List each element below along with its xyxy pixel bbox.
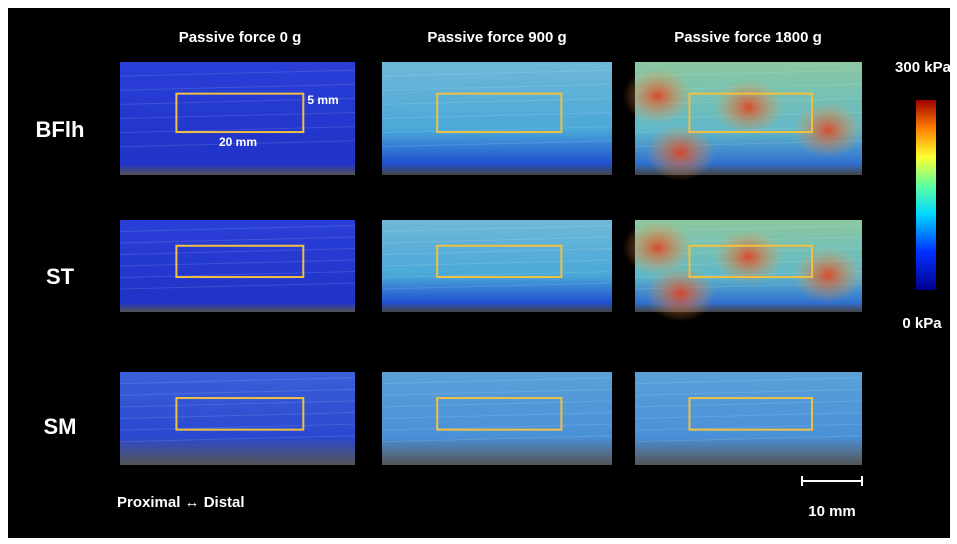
elastography-image xyxy=(382,62,612,175)
column-header: Passive force 1800 g xyxy=(674,29,822,46)
stiff-region xyxy=(645,266,715,322)
stiff-region xyxy=(714,79,784,135)
row-label: BFlh xyxy=(36,117,85,142)
elastography-image xyxy=(120,62,355,175)
row-label: ST xyxy=(46,264,75,289)
thickness-label: 5 mm xyxy=(307,93,338,107)
elastography-image xyxy=(635,372,862,465)
stiff-region xyxy=(623,68,693,124)
length-label: 20 mm xyxy=(219,135,257,149)
stiff-region xyxy=(793,247,863,303)
colorbar-max-label: 300 kPa xyxy=(895,59,952,76)
elastography-image xyxy=(382,372,612,465)
elastography-image xyxy=(120,220,355,312)
colorbar xyxy=(916,100,936,290)
elastography-image xyxy=(382,220,612,312)
row-label: SM xyxy=(44,414,77,439)
scale-bar-label: 10 mm xyxy=(808,503,856,520)
stiff-region xyxy=(793,102,863,158)
orientation-label: Proximal ↔ Distal xyxy=(117,494,245,511)
colorbar-min-label: 0 kPa xyxy=(902,315,942,332)
page: Passive force 0 g Passive force 900 g Pass… xyxy=(0,0,957,544)
elastography-image xyxy=(120,372,355,465)
figure: Passive force 0 g Passive force 900 g Pass… xyxy=(0,0,957,544)
column-header: Passive force 900 g xyxy=(427,29,566,46)
column-header: Passive force 0 g xyxy=(179,29,302,46)
